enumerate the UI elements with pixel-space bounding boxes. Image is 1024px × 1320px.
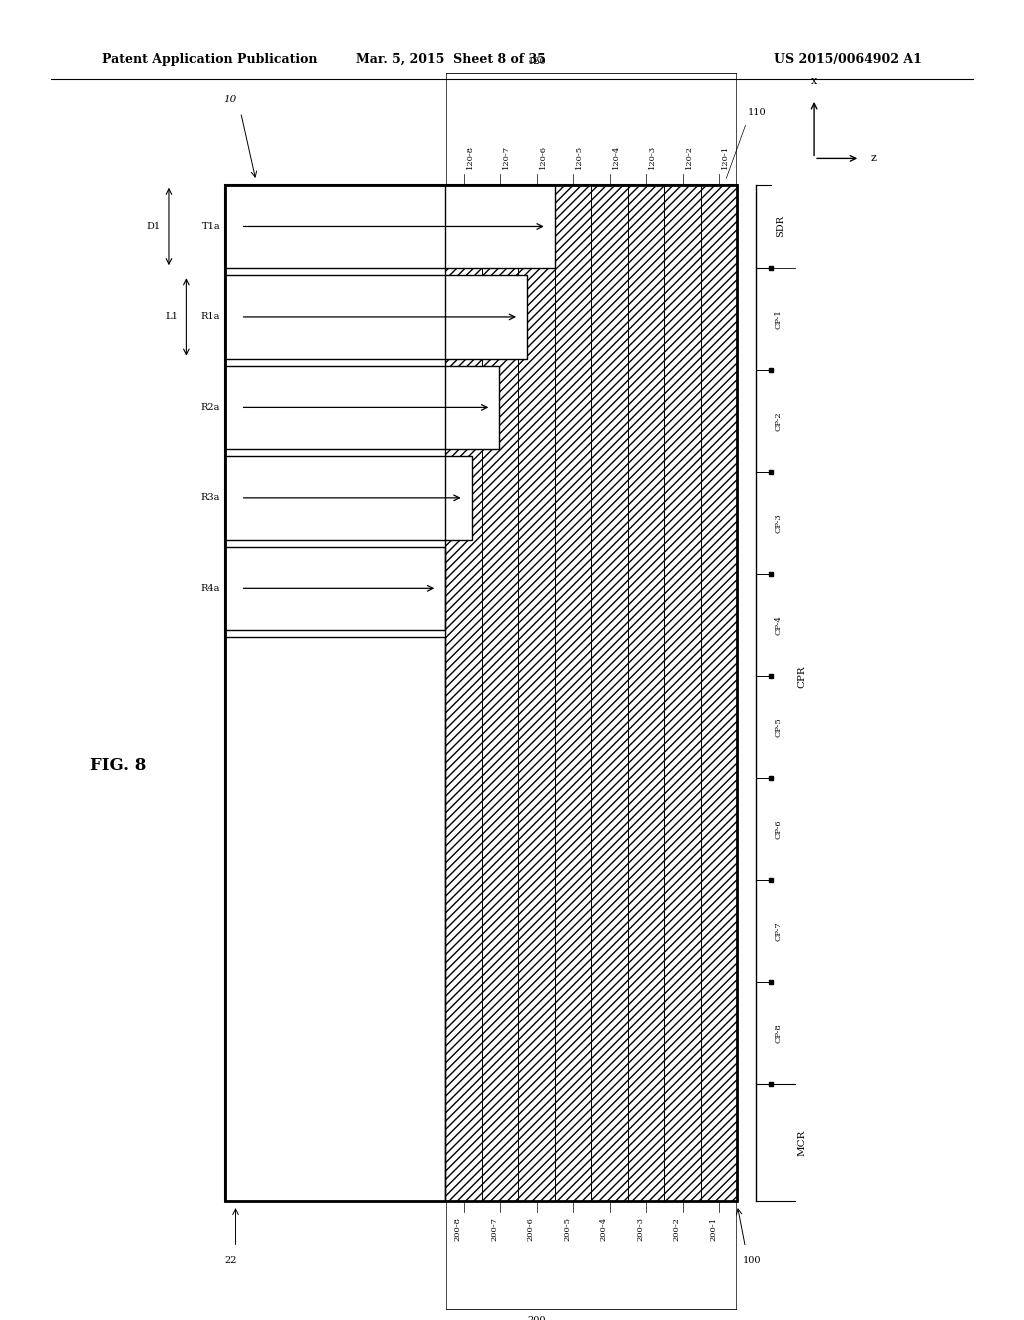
Text: 120: 120	[527, 57, 546, 66]
Text: CP-3: CP-3	[774, 513, 782, 533]
Text: 200-5: 200-5	[563, 1217, 571, 1241]
Text: CP-5: CP-5	[774, 717, 782, 737]
Text: 120-5: 120-5	[575, 145, 584, 169]
Text: CP-8: CP-8	[774, 1023, 782, 1043]
Text: 100: 100	[742, 1257, 761, 1265]
Text: 120-2: 120-2	[685, 145, 692, 169]
Text: x: x	[811, 75, 817, 86]
Text: R4a: R4a	[201, 583, 220, 593]
Polygon shape	[225, 546, 445, 630]
Text: 200-3: 200-3	[636, 1217, 644, 1241]
Text: 22: 22	[224, 1257, 237, 1265]
Text: CP-2: CP-2	[774, 412, 782, 432]
Text: R1a: R1a	[201, 313, 220, 322]
Text: z: z	[870, 153, 877, 164]
Polygon shape	[482, 185, 518, 1201]
Text: 120-8: 120-8	[466, 145, 474, 169]
Text: 120-3: 120-3	[648, 145, 656, 169]
Text: R2a: R2a	[201, 403, 220, 412]
Text: CP-6: CP-6	[774, 820, 782, 840]
Polygon shape	[445, 185, 482, 1201]
Text: FIG. 8: FIG. 8	[89, 758, 146, 774]
Text: L1: L1	[165, 313, 178, 322]
Text: CP-7: CP-7	[774, 921, 782, 941]
Text: 10: 10	[224, 95, 237, 103]
Polygon shape	[225, 276, 527, 359]
Text: 120-7: 120-7	[502, 145, 510, 169]
Polygon shape	[518, 185, 555, 1201]
Text: D1: D1	[146, 222, 161, 231]
Text: 120-6: 120-6	[539, 145, 547, 169]
Text: 200-8: 200-8	[454, 1217, 462, 1241]
Polygon shape	[225, 185, 555, 268]
Text: 200-4: 200-4	[600, 1217, 607, 1241]
Polygon shape	[225, 457, 472, 540]
Text: 200-1: 200-1	[709, 1217, 717, 1241]
Polygon shape	[225, 638, 445, 1201]
Text: R3a: R3a	[201, 494, 220, 503]
Text: 200-2: 200-2	[673, 1217, 681, 1241]
Text: CP-1: CP-1	[774, 309, 782, 329]
Polygon shape	[555, 185, 592, 1201]
Text: MCR: MCR	[798, 1130, 807, 1156]
Text: 200: 200	[527, 1316, 546, 1320]
Polygon shape	[700, 185, 737, 1201]
Text: Patent Application Publication: Patent Application Publication	[102, 53, 317, 66]
Text: 120-4: 120-4	[611, 145, 620, 169]
Text: CPR: CPR	[798, 665, 807, 688]
Text: 120-1: 120-1	[721, 145, 729, 169]
Polygon shape	[628, 185, 665, 1201]
Text: US 2015/0064902 A1: US 2015/0064902 A1	[774, 53, 922, 66]
Text: CP-4: CP-4	[774, 615, 782, 635]
Text: T1a: T1a	[202, 222, 220, 231]
Text: 200-7: 200-7	[490, 1217, 498, 1241]
Text: SDR: SDR	[776, 215, 785, 238]
Polygon shape	[665, 185, 700, 1201]
Text: 200-6: 200-6	[526, 1217, 535, 1241]
Polygon shape	[592, 185, 628, 1201]
Text: Mar. 5, 2015  Sheet 8 of 35: Mar. 5, 2015 Sheet 8 of 35	[355, 53, 546, 66]
Polygon shape	[225, 185, 737, 1201]
Text: 110: 110	[748, 108, 766, 116]
Polygon shape	[225, 366, 500, 449]
